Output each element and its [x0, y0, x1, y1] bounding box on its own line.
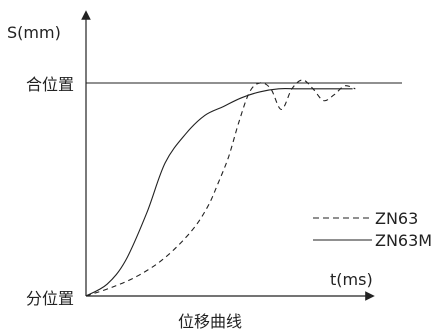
chart-title: 位移曲线: [178, 312, 242, 331]
legend-label-zn63m: ZN63M: [375, 231, 432, 250]
y-axis-title: S(mm): [7, 23, 61, 42]
closed-position-label: 合位置: [26, 75, 74, 94]
chart-labels: S(mm) 合位置 分位置 t(ms) 位移曲线: [7, 23, 373, 331]
series-line-zn63m: [85, 88, 353, 297]
chart-axes: [81, 10, 402, 301]
open-position-label: 分位置: [26, 289, 74, 308]
series-layer: [85, 79, 356, 297]
x-axis-title: t(ms): [330, 270, 373, 289]
legend-label-zn63: ZN63: [375, 209, 418, 228]
series-line-zn63: [85, 79, 356, 297]
legend: ZN63 ZN63M: [313, 209, 432, 250]
